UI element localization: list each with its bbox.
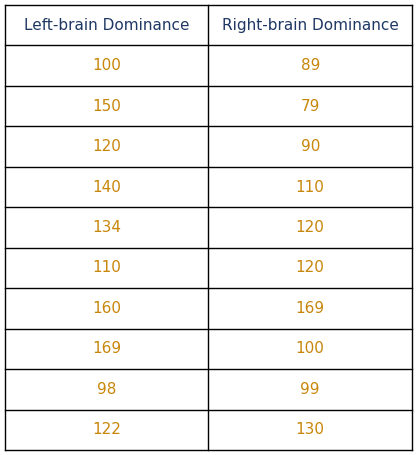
Text: 120: 120 xyxy=(92,139,121,154)
Text: 99: 99 xyxy=(301,382,320,397)
Text: 160: 160 xyxy=(92,301,121,316)
Text: 120: 120 xyxy=(296,260,325,275)
Text: 110: 110 xyxy=(296,180,325,195)
Text: 169: 169 xyxy=(296,301,325,316)
Text: 122: 122 xyxy=(92,422,121,437)
Text: 98: 98 xyxy=(97,382,116,397)
Text: 100: 100 xyxy=(296,341,325,356)
Text: 134: 134 xyxy=(92,220,121,235)
Text: 130: 130 xyxy=(296,422,325,437)
Text: 79: 79 xyxy=(301,99,320,114)
Text: 90: 90 xyxy=(301,139,320,154)
Text: 169: 169 xyxy=(92,341,121,356)
Text: 89: 89 xyxy=(301,58,320,73)
Text: 120: 120 xyxy=(296,220,325,235)
Text: 100: 100 xyxy=(92,58,121,73)
Text: Left-brain Dominance: Left-brain Dominance xyxy=(24,18,189,33)
Text: 150: 150 xyxy=(92,99,121,114)
Text: 140: 140 xyxy=(92,180,121,195)
Text: Right-brain Dominance: Right-brain Dominance xyxy=(222,18,399,33)
Text: 110: 110 xyxy=(92,260,121,275)
